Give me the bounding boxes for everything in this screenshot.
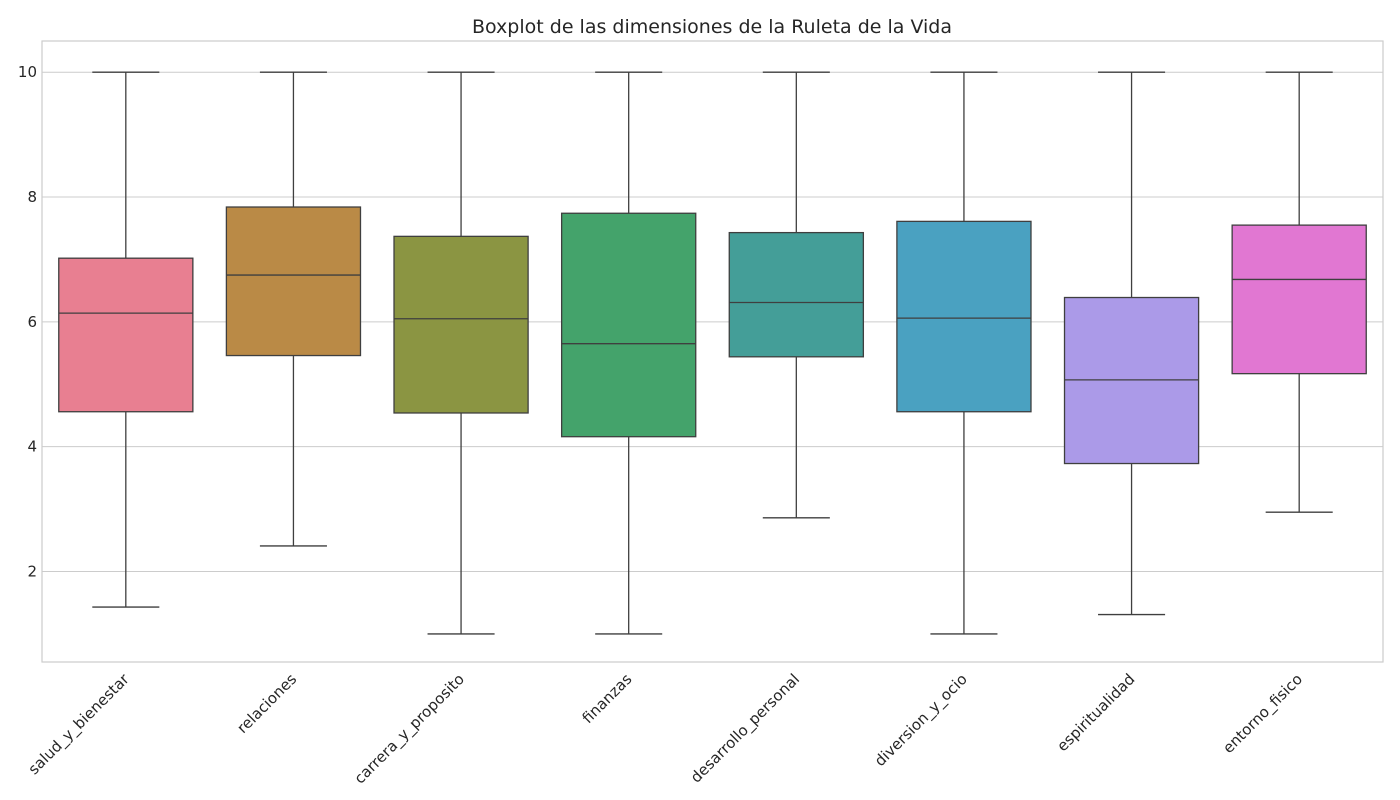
x-tick-label: espiritualidad xyxy=(1053,670,1138,755)
box-diversion_y_ocio xyxy=(896,71,1032,635)
y-tick-label: 4 xyxy=(27,438,37,456)
x-tick-label: diversion_y_ocio xyxy=(871,670,972,771)
y-tick-label: 8 xyxy=(27,188,37,206)
box-salud_y_bienestar xyxy=(58,71,194,608)
x-axis: salud_y_bienestar relaciones carrera_y_pro… xyxy=(25,670,1307,789)
x-tick-label: desarrollo_personal xyxy=(687,670,804,787)
x-tick-label: entorno_fisico xyxy=(1219,670,1307,758)
x-tick-label: salud_y_bienestar xyxy=(25,670,134,779)
iqr-box xyxy=(225,206,362,357)
plot-frame xyxy=(41,40,1384,663)
x-tick-label: finanzas xyxy=(579,670,636,727)
y-tick-label: 2 xyxy=(27,563,37,581)
plot-area xyxy=(58,71,1367,635)
iqr-box xyxy=(728,231,865,358)
iqr-box xyxy=(896,220,1032,413)
y-tick-label: 10 xyxy=(18,63,37,81)
iqr-box xyxy=(560,212,697,438)
x-tick-label: relaciones xyxy=(233,670,300,737)
y-tick-label: 6 xyxy=(27,313,37,331)
box-relaciones xyxy=(225,71,362,547)
iqr-box xyxy=(58,257,194,413)
chart-title: Boxplot de las dimensiones de la Ruleta … xyxy=(472,16,952,38)
iqr-box xyxy=(1231,224,1367,375)
x-tick-label: carrera_y_proposito xyxy=(351,670,469,788)
box-entorno_fisico xyxy=(1231,71,1367,513)
box-espiritualidad xyxy=(1063,71,1200,616)
box-finanzas xyxy=(560,71,697,635)
y-axis: 2 4 6 8 10 xyxy=(18,63,37,580)
box-desarrollo_personal xyxy=(728,71,865,519)
box-carrera_y_proposito xyxy=(393,71,529,635)
iqr-box xyxy=(393,235,529,414)
